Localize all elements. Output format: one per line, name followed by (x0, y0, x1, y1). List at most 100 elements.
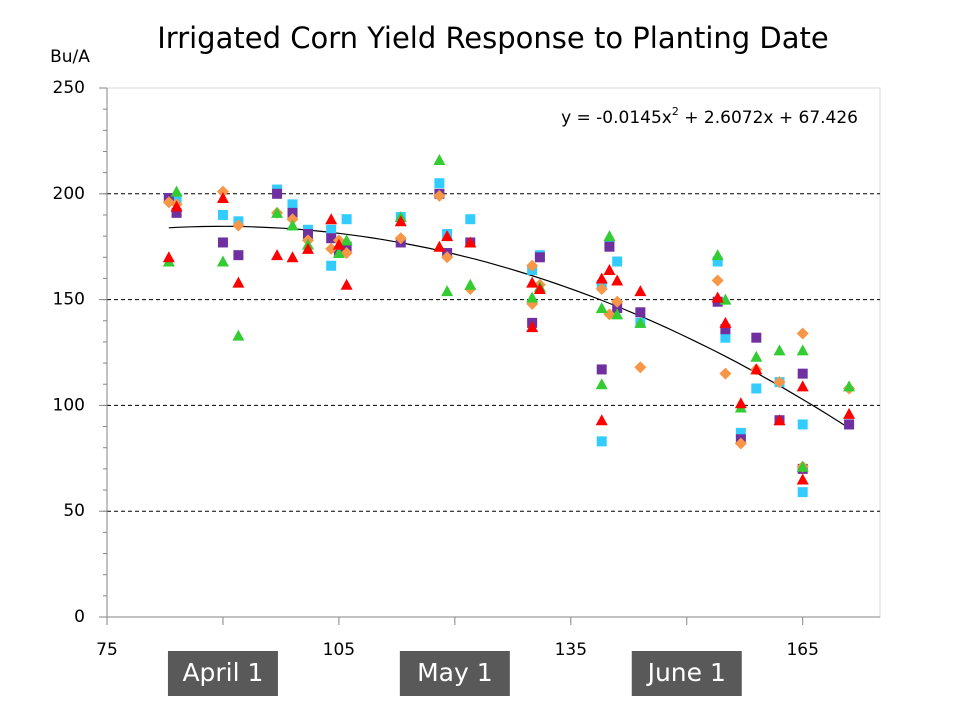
point (232, 276, 245, 288)
point (286, 213, 299, 226)
point (216, 255, 229, 267)
point (797, 419, 808, 430)
point (286, 219, 299, 231)
point (326, 233, 337, 244)
point (611, 308, 624, 320)
equation-part: + 2.6072x + 67.426 (679, 108, 858, 128)
point (612, 256, 623, 267)
y-tick-label: 150 (53, 290, 85, 310)
point (595, 302, 608, 314)
point (750, 350, 763, 362)
point (712, 256, 723, 267)
point (301, 242, 314, 254)
point (325, 242, 338, 255)
point (595, 414, 608, 426)
point (750, 363, 763, 375)
point (216, 185, 229, 198)
point (635, 307, 646, 318)
point (711, 291, 724, 303)
equation: y = -0.0145x2 + 2.6072x + 67.426 (561, 105, 858, 129)
point (711, 249, 724, 261)
point (394, 232, 407, 245)
point (719, 367, 732, 380)
point (611, 295, 624, 308)
point (441, 285, 454, 297)
point (796, 473, 809, 485)
point (171, 207, 182, 218)
point (843, 407, 856, 419)
point (773, 344, 786, 356)
point (286, 251, 299, 263)
plot-area (106, 87, 881, 618)
trendline (168, 225, 850, 429)
point (526, 291, 539, 303)
point (773, 376, 786, 389)
point (534, 252, 545, 263)
date-label-box (167, 651, 278, 696)
point (464, 278, 477, 290)
point (332, 247, 345, 259)
point (844, 419, 855, 430)
y-tick-label: 100 (53, 395, 85, 415)
x-tick-label: 105 (323, 640, 355, 660)
x-tick-label: 75 (96, 640, 118, 660)
point (796, 380, 809, 392)
date-label: June 1 (646, 658, 726, 687)
point (465, 214, 476, 225)
point (217, 209, 228, 220)
point (773, 414, 786, 426)
point (611, 274, 624, 286)
point (232, 329, 245, 341)
point (271, 206, 284, 218)
point (735, 427, 746, 438)
point (441, 230, 454, 242)
y-tick-label: 50 (63, 501, 85, 521)
point (751, 332, 762, 343)
point (634, 316, 647, 328)
point (843, 380, 856, 392)
point (634, 285, 647, 297)
point (595, 272, 608, 284)
point (796, 460, 809, 472)
point (719, 316, 732, 328)
date-label-box (631, 651, 742, 696)
point (603, 230, 616, 242)
point (734, 437, 747, 450)
point (612, 303, 623, 314)
point (271, 249, 284, 261)
chart-title: Irrigated Corn Yield Response to Plantin… (157, 21, 829, 55)
x-tick-label: 135 (555, 640, 587, 660)
y-axis-label: Bu/A (50, 47, 90, 67)
point (734, 397, 747, 409)
point (272, 188, 283, 199)
point (464, 236, 477, 248)
point (233, 250, 244, 261)
date-label: May 1 (417, 658, 493, 687)
y-tick-label: 0 (74, 607, 85, 627)
point (720, 332, 731, 343)
point (595, 283, 608, 296)
point (171, 193, 182, 204)
point (526, 259, 539, 272)
point (797, 368, 808, 379)
point (751, 383, 762, 394)
point (325, 213, 338, 225)
point (433, 240, 446, 252)
point (287, 207, 298, 218)
point (341, 241, 352, 252)
x-tick-label: 165 (786, 640, 818, 660)
date-label-box (399, 651, 510, 696)
point (711, 274, 724, 287)
point (796, 327, 809, 340)
point (433, 153, 446, 165)
point (603, 263, 616, 275)
point (434, 178, 445, 189)
point (170, 185, 183, 197)
point (326, 260, 337, 271)
equation-part: y = -0.0145x (561, 108, 672, 128)
point (595, 378, 608, 390)
point (341, 214, 352, 225)
point (526, 321, 539, 333)
point (797, 487, 808, 498)
